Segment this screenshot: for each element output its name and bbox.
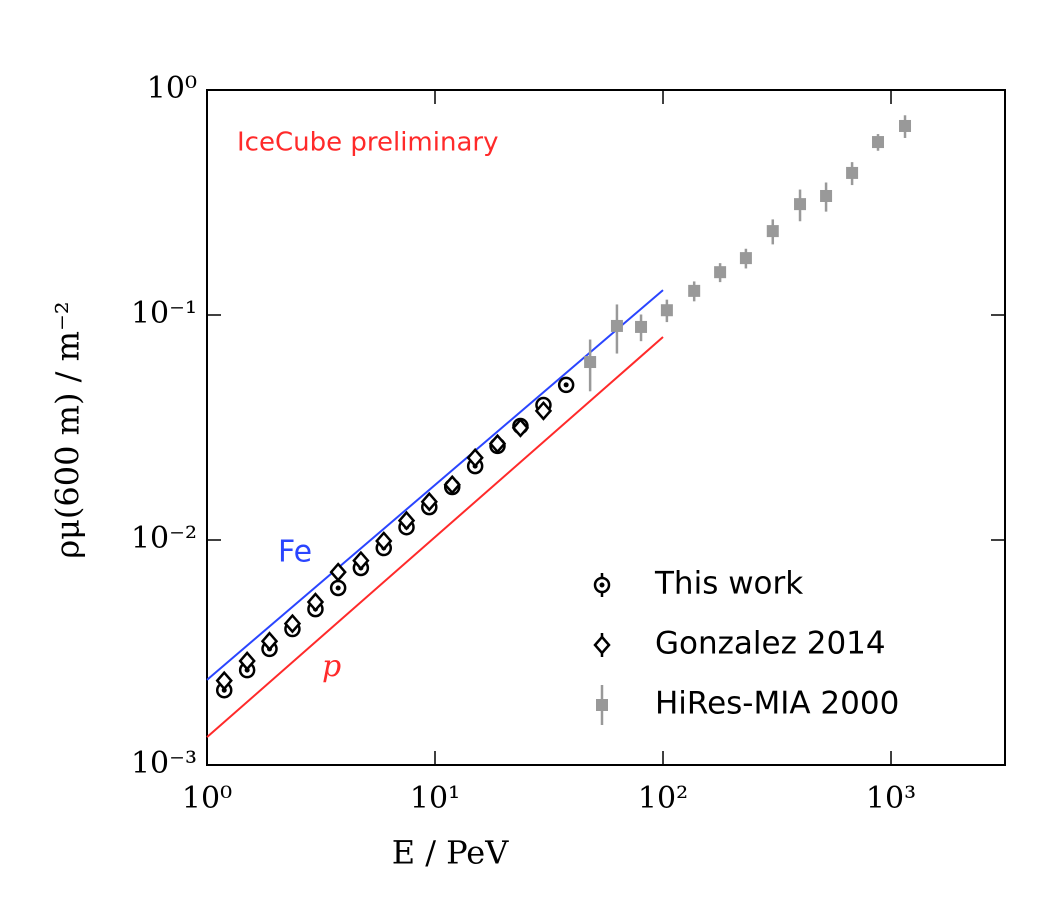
data-point bbox=[466, 447, 484, 468]
data-point bbox=[443, 474, 461, 495]
data-point bbox=[260, 631, 279, 652]
data-point bbox=[215, 670, 233, 691]
data-point bbox=[714, 266, 727, 279]
x-tick-label: 10⁰ bbox=[182, 781, 232, 816]
model-label: Fe bbox=[278, 535, 312, 570]
model-label: p bbox=[322, 649, 341, 684]
y-axis-label: ρμ(600 m) / m⁻² bbox=[49, 301, 87, 558]
data-point bbox=[660, 304, 673, 317]
model-line bbox=[206, 336, 664, 738]
marker-dot bbox=[335, 585, 341, 591]
data-point bbox=[739, 252, 752, 265]
x-tick-label: 10² bbox=[638, 781, 688, 816]
data-point bbox=[397, 510, 416, 531]
data-point bbox=[794, 198, 807, 211]
data-point bbox=[899, 119, 912, 132]
marker-dot bbox=[599, 582, 605, 588]
y-tick-label: 10⁰ bbox=[147, 71, 197, 106]
data-point bbox=[635, 320, 648, 333]
y-tick-label: 10⁻² bbox=[131, 521, 197, 556]
data-point bbox=[420, 491, 438, 512]
data-point bbox=[846, 166, 859, 179]
data-point bbox=[352, 550, 370, 571]
data-point bbox=[534, 400, 553, 421]
y-tick-label: 10⁻¹ bbox=[131, 296, 197, 331]
model-line bbox=[206, 289, 664, 681]
data-point bbox=[511, 417, 530, 438]
legend-label: This work bbox=[654, 566, 803, 602]
data-point bbox=[375, 531, 393, 551]
x-tick-label: 10¹ bbox=[410, 781, 460, 816]
data-point bbox=[610, 319, 623, 332]
marker-dot bbox=[563, 382, 569, 388]
x-tick-label: 10³ bbox=[866, 781, 916, 816]
data-point bbox=[584, 356, 597, 369]
legend-marker bbox=[593, 576, 611, 594]
x-axis-label: E / PeV bbox=[392, 834, 510, 872]
data-point bbox=[488, 433, 507, 454]
plot-frame bbox=[206, 89, 1006, 766]
data-point bbox=[688, 284, 701, 297]
legend-marker bbox=[596, 699, 608, 711]
data-point bbox=[766, 225, 779, 238]
legend-marker bbox=[593, 635, 611, 655]
data-point bbox=[283, 613, 302, 634]
y-tick-label: 10⁻³ bbox=[131, 746, 197, 781]
legend-label: Gonzalez 2014 bbox=[655, 626, 886, 662]
annotation: IceCube preliminary bbox=[237, 128, 498, 158]
data-point bbox=[872, 136, 885, 149]
data-point bbox=[329, 579, 347, 597]
data-point bbox=[557, 376, 575, 394]
data-point bbox=[329, 562, 347, 582]
data-point bbox=[238, 651, 256, 671]
legend-label: HiRes-MIA 2000 bbox=[655, 686, 899, 722]
data-point bbox=[306, 592, 325, 612]
data-point bbox=[820, 189, 833, 202]
